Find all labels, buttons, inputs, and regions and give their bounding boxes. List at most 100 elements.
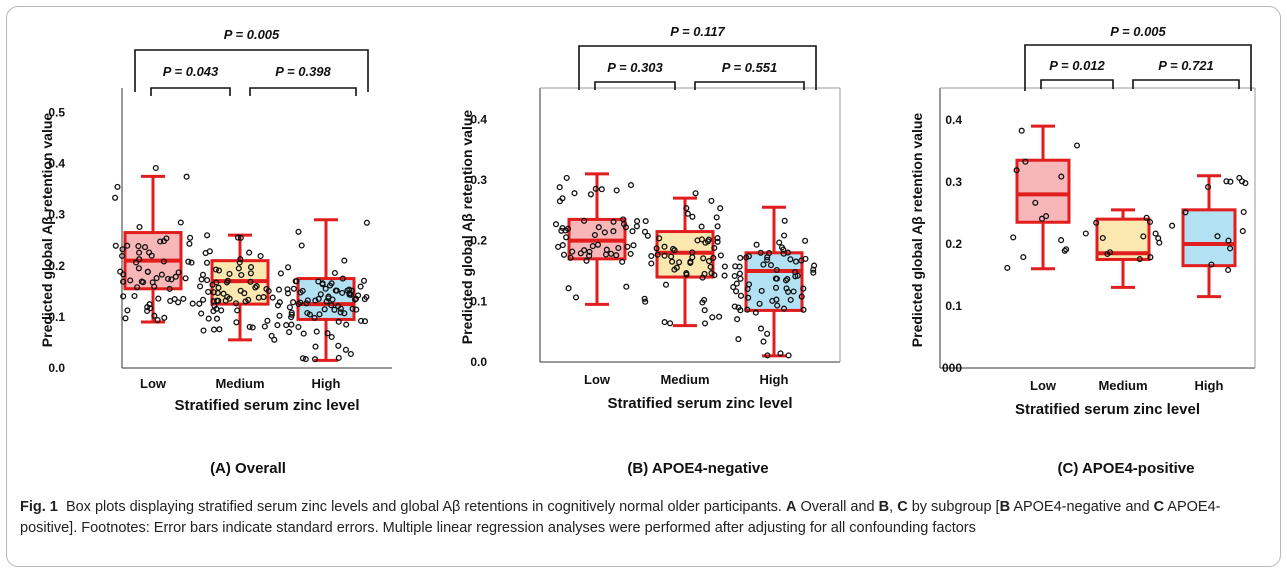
- panel-1-data-point: [261, 323, 268, 330]
- panel-2-data-point: [745, 294, 752, 301]
- panel-1-data-point: [277, 270, 284, 277]
- panel-2-data-point: [581, 247, 588, 254]
- panel-1-data-point: [361, 318, 369, 325]
- panel-2-data-point: [641, 295, 648, 302]
- panel-3-data-point: [1152, 230, 1159, 237]
- panel-1-data-point: [211, 302, 218, 309]
- panel-1-data-point: [189, 300, 196, 307]
- panel-1-data-point: [188, 259, 195, 266]
- panel-1-y-tick-label: 0.4: [48, 157, 65, 171]
- panel-1-data-point: [200, 327, 207, 334]
- panel-2-data-point: [624, 243, 631, 250]
- panel-2-data-point: [613, 252, 620, 259]
- panel-2-data-point: [730, 284, 737, 291]
- panel-1-data-point: [205, 315, 212, 322]
- panel-1-data-point: [357, 283, 364, 290]
- panel-1-data-point: [157, 238, 164, 245]
- panel-1-data-point: [316, 311, 323, 318]
- panel-3-data-point: [1214, 233, 1221, 240]
- caption-fig-label: Fig. 1: [20, 499, 58, 515]
- panel-2-data-point: [776, 239, 783, 246]
- panel-3-x-tick-label: Medium: [1098, 378, 1147, 393]
- panel-1-data-point: [264, 317, 271, 324]
- caption-ref-c: C: [897, 499, 908, 515]
- panel-2-y-axis-label: Predicted global Aβ retention value: [459, 110, 475, 345]
- panel-1-data-point: [246, 323, 253, 330]
- panel-1-data-point: [182, 275, 189, 282]
- panel-1-data-point: [232, 300, 240, 307]
- panel-1-data-point: [347, 350, 354, 358]
- panel-1-data-point: [234, 307, 241, 314]
- panel-2-data-point: [773, 266, 780, 274]
- panel-1-data-point: [218, 307, 225, 314]
- caption-ref-b2: B: [999, 499, 1011, 515]
- caption-ref-a: A: [785, 499, 797, 515]
- panel-1-data-point: [186, 240, 193, 247]
- panel-3-p-value-label: P = 0.721: [1158, 58, 1214, 73]
- panel-2-data-point: [552, 221, 560, 228]
- panel-1-panel-title: (A) Overall: [210, 460, 286, 477]
- panel-2-data-point: [694, 237, 701, 244]
- caption-ref-b: B: [878, 499, 890, 515]
- panel-1-data-point: [337, 305, 344, 312]
- panel-1-data-point: [160, 238, 167, 245]
- panel-2-data-point: [661, 319, 668, 326]
- panel-2-data-point: [780, 305, 788, 312]
- panel-1-data-point: [112, 194, 119, 201]
- panel-1-data-point: [298, 242, 305, 249]
- panel-2-data-point: [560, 251, 568, 258]
- panel-2-data-point: [620, 216, 627, 223]
- panel-1-data-point: [257, 252, 264, 260]
- panel-2-data-point: [811, 262, 818, 269]
- panel-2-data-point: [714, 223, 721, 230]
- panel-1-data-point: [127, 277, 134, 284]
- panel-2-data-point: [731, 272, 738, 280]
- panel-2-data-point: [810, 269, 817, 276]
- panel-1-data-point: [172, 273, 179, 280]
- panel-3-y-tick-label: 0.4: [945, 113, 962, 127]
- panel-2-data-point: [757, 249, 764, 256]
- panel-1-data-point: [302, 356, 309, 363]
- panel-2-panel-title: (B) APOE4-negative: [627, 460, 768, 477]
- panel-1-data-point: [363, 293, 370, 301]
- panel-3-data-point: [1004, 264, 1011, 271]
- panel-3-data-point: [1156, 239, 1163, 246]
- panel-1-data-point: [295, 228, 302, 235]
- panel-1-data-point: [360, 277, 368, 284]
- panel-1-data-point: [268, 332, 275, 339]
- panel-3-significance-bracket: [1040, 79, 1114, 89]
- panel-2-significance-bracket: [694, 81, 805, 90]
- panel-1-x-tick-label: Low: [140, 376, 167, 391]
- panel-1-data-point: [131, 292, 138, 300]
- panel-1-data-point: [136, 223, 143, 231]
- panel-2-data-point: [563, 174, 570, 181]
- panel-3-data-point: [1104, 250, 1111, 258]
- panel-2-data-point: [778, 244, 786, 251]
- panel-2-data-point: [758, 287, 765, 294]
- panel-1-data-point: [286, 304, 293, 311]
- panel-2-data-point: [587, 191, 594, 198]
- panel-2-data-point: [717, 252, 724, 259]
- panel-1-data-point: [197, 283, 204, 290]
- panel-2-data-point: [764, 330, 771, 337]
- panel-3-data-point: [1227, 245, 1234, 252]
- panel-1-data-point: [247, 270, 254, 277]
- panel-1-data-point: [343, 321, 350, 328]
- panel-2-data-point: [644, 232, 651, 239]
- panel-2-data-point: [641, 228, 649, 235]
- panel-2-data-point: [780, 250, 787, 257]
- panel-1-significance-bracket: [134, 49, 369, 92]
- panel-1-data-point: [185, 258, 192, 265]
- panel-2-data-point: [744, 306, 751, 313]
- panel-2-data-point: [785, 352, 792, 359]
- panel-1-data-point: [210, 289, 217, 296]
- panel-3-data-point: [1225, 266, 1232, 274]
- panel-2-data-point: [701, 270, 708, 277]
- panel-2-x-tick-label: High: [760, 372, 789, 387]
- panel-2-data-point: [766, 250, 773, 257]
- panel-3-p-value-label: P = 0.012: [1049, 58, 1105, 73]
- panel-2-data-point: [781, 232, 788, 239]
- panel-1-data-point: [349, 305, 356, 312]
- panel-1-data-point: [155, 295, 162, 302]
- panel-1-data-point: [337, 309, 344, 316]
